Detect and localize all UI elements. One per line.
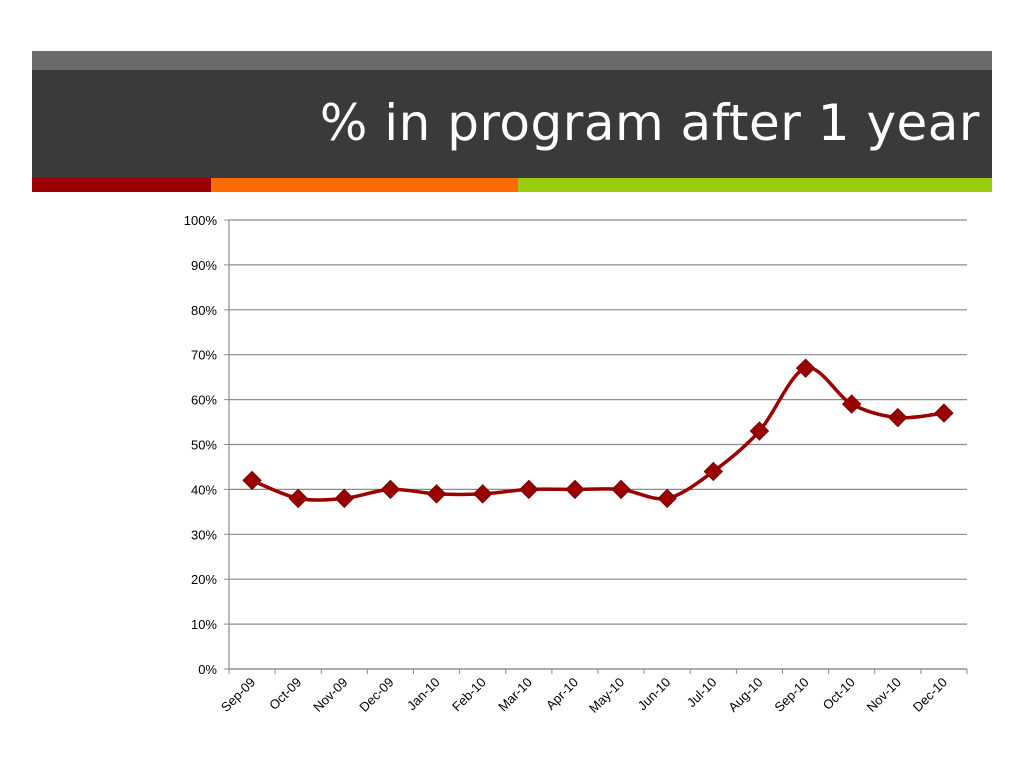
slide-title: % in program after 1 year	[319, 94, 980, 152]
data-point	[657, 488, 677, 509]
x-tick-label: Apr-10	[543, 675, 581, 713]
accent-bar-red	[32, 178, 211, 192]
x-tick-label: Sep-10	[771, 675, 811, 715]
series-line	[251, 366, 945, 502]
y-tick-label: 60%	[191, 393, 217, 408]
data-point	[334, 488, 355, 509]
y-tick-label: 0%	[198, 662, 217, 677]
data-point	[749, 421, 770, 441]
x-tick-label: Jun-10	[635, 675, 674, 714]
x-tick-label: Aug-10	[725, 675, 765, 715]
x-tick-label: Mar-10	[495, 675, 535, 715]
data-point	[288, 488, 308, 509]
y-tick-label: 80%	[191, 303, 217, 318]
x-tick-label: Dec-09	[356, 675, 396, 715]
data-point	[795, 358, 816, 378]
y-tick-label: 20%	[191, 572, 217, 587]
data-point	[426, 484, 447, 504]
data-point	[888, 407, 908, 428]
accent-bar-green	[518, 178, 992, 192]
data-point	[242, 470, 262, 491]
y-tick-label: 100%	[184, 213, 218, 228]
y-tick-label: 70%	[191, 348, 217, 363]
x-tick-label: Nov-10	[864, 675, 904, 715]
x-tick-label: Oct-10	[820, 675, 858, 713]
data-point	[841, 394, 862, 414]
data-point	[703, 461, 724, 482]
top-strip	[32, 51, 992, 70]
data-point	[611, 479, 631, 500]
y-tick-label: 30%	[191, 527, 217, 542]
x-tick-label: Dec-10	[910, 675, 950, 715]
x-tick-label: Oct-09	[266, 675, 304, 713]
data-point	[472, 484, 493, 504]
data-point	[519, 479, 539, 500]
x-tick-label: Sep-09	[218, 675, 258, 715]
y-tick-label: 10%	[191, 617, 217, 632]
data-point	[380, 479, 401, 500]
x-tick-label: Jan-10	[404, 675, 443, 714]
data-point	[934, 403, 954, 423]
y-tick-label: 40%	[191, 482, 217, 497]
x-tick-label: May-10	[586, 675, 627, 716]
data-point	[565, 479, 585, 500]
title-band: % in program after 1 year	[32, 70, 992, 178]
x-tick-label: Jul-10	[684, 675, 720, 711]
x-tick-label: Nov-09	[310, 675, 350, 715]
x-tick-label: Feb-10	[449, 675, 489, 715]
y-tick-label: 90%	[191, 258, 217, 273]
y-tick-label: 50%	[191, 438, 217, 453]
accent-bar-orange	[211, 178, 518, 192]
